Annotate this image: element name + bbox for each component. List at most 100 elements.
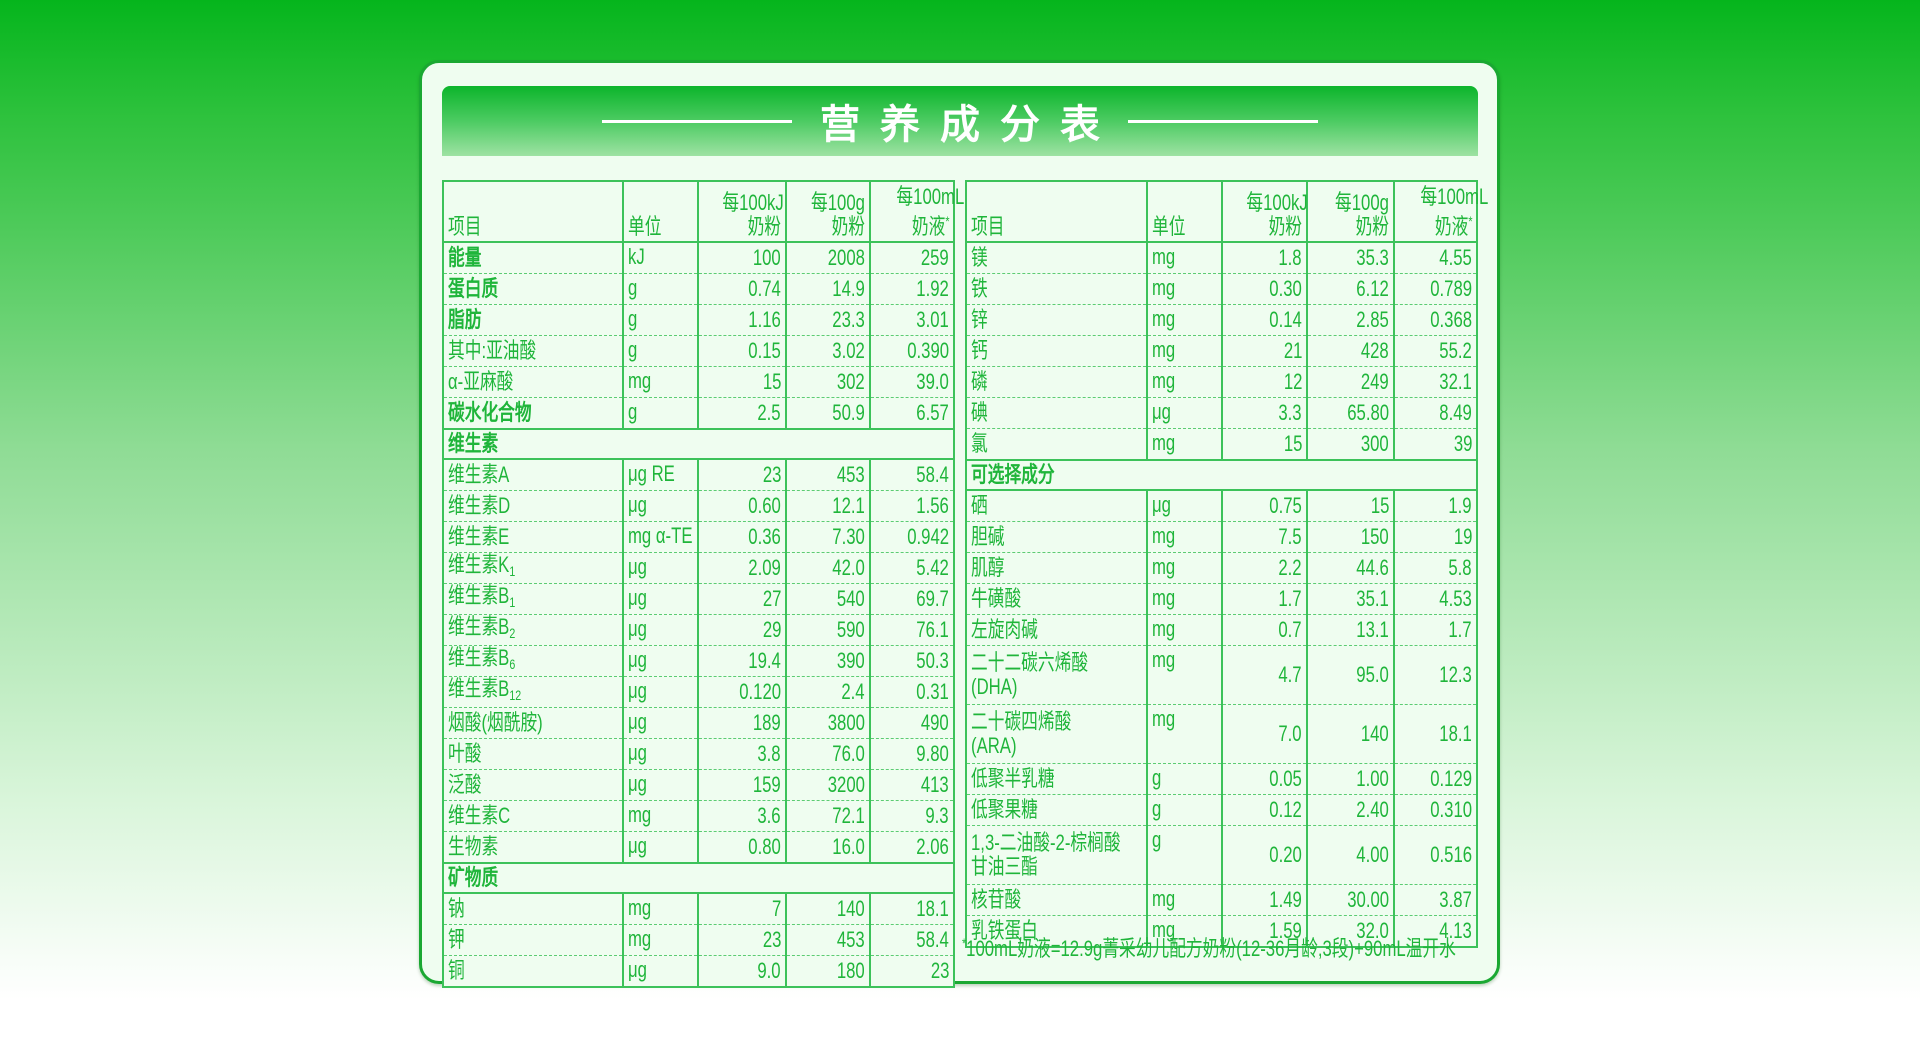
nutrient-name-text: 维生素B (448, 676, 510, 701)
section-row: 矿物质 (443, 863, 954, 894)
table-row: 碳水化合物 g 2.5 50.9 6.57 (442, 397, 955, 430)
value-per-100g-text: 13.1 (1356, 617, 1389, 642)
value-per-100kj-text: 23 (762, 462, 781, 487)
value-per-100g-text: 12.1 (832, 493, 865, 518)
value-per-100ml-text: 0.789 (1430, 276, 1472, 301)
value-per-100kj: 1.16 (697, 304, 787, 336)
value-per-100kj-text: 0.20 (1269, 842, 1302, 867)
value-per-100kj: 9.0 (697, 955, 787, 988)
table-row: 锌 mg 0.14 2.85 0.368 (965, 304, 1478, 336)
value-per-100kj: 23 (697, 924, 787, 956)
nutrient-name-text: 碘 (971, 400, 988, 425)
nutrient-name-text: 硒 (971, 493, 988, 518)
value-per-100ml: 18.1 (869, 893, 955, 925)
nutrient-name: 维生素A (442, 459, 624, 491)
value-per-100ml-text: 0.310 (1430, 797, 1472, 822)
value-per-100g-text: 4.00 (1356, 842, 1389, 867)
table-row: 乳铁蛋白 mg 1.59 32.0 4.13 (965, 915, 1478, 948)
nutrient-name-text: 氯 (971, 431, 988, 456)
value-per-100kj-text: 2.5 (757, 400, 781, 425)
value-per-100ml-text: 18.1 (1439, 721, 1472, 746)
nutrient-name-group: 二十碳四烯酸 (971, 710, 1101, 734)
value-per-100kj: 4.7 (1221, 645, 1308, 705)
value-per-100kj-text: 1.49 (1269, 887, 1302, 912)
nutrient-name: 其中:亚油酸 (442, 335, 624, 367)
nutrient-name-group: 钙 (971, 339, 988, 363)
nutrient-name: 叶酸 (442, 738, 624, 770)
header-col1-line2: 奶粉 (1268, 214, 1302, 239)
nutrient-unit-text: mg (628, 802, 652, 827)
nutrient-name-text: 钠 (448, 896, 465, 921)
nutrient-name: 镁 (965, 242, 1148, 274)
value-per-100kj-text: 7.5 (1278, 524, 1302, 549)
value-per-100ml-text: 0.390 (907, 338, 949, 363)
nutrient-name-group: 维生素B2 (448, 615, 515, 645)
nutrient-name: 低聚果糖 (965, 794, 1148, 826)
value-per-100g-text: 2.85 (1356, 307, 1389, 332)
nutrient-name-text: 磷 (971, 369, 988, 394)
value-per-100ml-text: 8.49 (1439, 400, 1472, 425)
value-per-100kj: 0.14 (1221, 304, 1308, 336)
header-col1-line2-group: 奶粉 (748, 215, 781, 239)
table-row: 铜 μg 9.0 180 23 (442, 955, 955, 988)
nutrient-name: 烟酸(烟酰胺) (442, 707, 624, 739)
value-per-100ml-text: 4.53 (1439, 586, 1472, 611)
header-col3-line2: 奶液 (911, 214, 945, 239)
header-col1-line2-group: 奶粉 (1269, 215, 1302, 239)
value-per-100g: 72.1 (785, 800, 871, 832)
table-row: 肌醇 mg 2.2 44.6 5.8 (965, 552, 1478, 584)
value-per-100ml-text: 23 (930, 958, 949, 983)
value-per-100ml-text: 413 (921, 772, 949, 797)
nutrient-unit-text: mg (1152, 368, 1176, 393)
nutrient-name-group: 二十二碳六烯酸 (971, 651, 1101, 675)
value-per-100ml: 1.7 (1393, 614, 1478, 646)
nutrient-name-group: 碳水化合物 (448, 401, 532, 425)
table-row: 左旋肉碱 mg 0.7 13.1 1.7 (965, 614, 1478, 646)
table-row: 蛋白质 g 0.74 14.9 1.92 (442, 273, 955, 305)
nutrient-unit-text: mg (1152, 585, 1176, 610)
nutrient-name-group: 胆碱 (971, 525, 1004, 549)
value-per-100g-text: 16.0 (832, 834, 865, 859)
value-per-100kj-text: 0.30 (1269, 276, 1302, 301)
value-per-100ml-text: 0.129 (1430, 766, 1472, 791)
value-per-100g: 23.3 (785, 304, 871, 336)
value-per-100g: 13.1 (1306, 614, 1395, 646)
value-per-100ml-text: 58.4 (916, 462, 949, 487)
header-unit-text: 单位 (1152, 214, 1186, 239)
value-per-100g: 76.0 (785, 738, 871, 770)
table-row: α-亚麻酸 mg 15 302 39.0 (442, 366, 955, 398)
value-per-100kj: 3.3 (1221, 397, 1308, 429)
header-unit: 单位 (622, 181, 699, 243)
value-per-100ml-text: 50.3 (916, 648, 949, 673)
value-per-100kj: 23 (697, 459, 787, 491)
table-row: 维生素B6 μg 19.4 390 50.3 (442, 645, 955, 677)
value-per-100ml-text: 490 (921, 710, 949, 735)
value-per-100kj-text: 4.7 (1278, 662, 1302, 687)
table-row: 钙 mg 21 428 55.2 (965, 335, 1478, 367)
value-per-100g-text: 65.80 (1347, 400, 1389, 425)
nutrient-unit: g (1146, 794, 1223, 826)
section-heading-text: 矿物质 (448, 865, 499, 890)
nutrient-unit-text: μg (628, 554, 647, 579)
value-per-100g: 3.02 (785, 335, 871, 367)
value-per-100g: 2.85 (1306, 304, 1395, 336)
value-per-100kj: 0.74 (697, 273, 787, 305)
nutrient-unit: mg (622, 800, 699, 832)
nutrient-name-group: 维生素K1 (448, 553, 515, 583)
nutrient-name: 二十二碳六烯酸 (DHA) (965, 645, 1148, 705)
table-row: 钾 mg 23 453 58.4 (442, 924, 955, 956)
nutrient-name-group: 生物素 (448, 835, 498, 859)
nutrient-name-line2: (ARA) (971, 733, 1017, 758)
nutrient-name-text: 其中:亚油酸 (448, 338, 537, 363)
value-per-100ml: 0.516 (1393, 825, 1478, 885)
nutrient-unit: mg (1146, 304, 1223, 336)
value-per-100kj: 0.12 (1221, 794, 1308, 826)
value-per-100g-text: 35.3 (1356, 245, 1389, 270)
value-per-100kj: 1.59 (1221, 915, 1308, 948)
value-per-100g-text: 3800 (827, 710, 865, 735)
value-per-100ml: 55.2 (1393, 335, 1478, 367)
nutrient-name-group: 左旋肉碱 (971, 618, 1038, 642)
nutrient-name-group: 硒 (971, 494, 988, 518)
nutrient-name-text: 低聚半乳糖 (971, 766, 1055, 791)
value-per-100g: 300 (1306, 428, 1395, 461)
